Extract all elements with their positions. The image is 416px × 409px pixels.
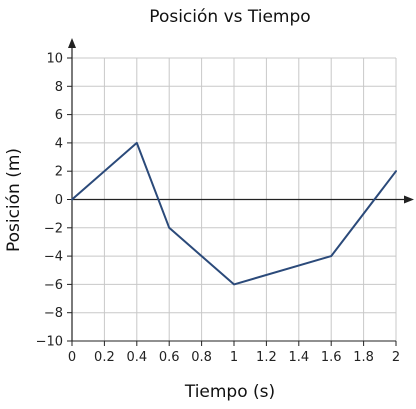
y-tick-label: 8 [55, 80, 63, 95]
x-tick-label: 0.4 [126, 350, 147, 365]
x-tick-label: 1.6 [321, 350, 342, 365]
y-tick-label: −10 [36, 335, 63, 350]
y-tick-label: −2 [44, 221, 63, 236]
x-tick-label: 0 [68, 350, 76, 365]
x-tick-label: 0.2 [94, 350, 115, 365]
x-tick-label: 1 [230, 350, 238, 365]
y-tick-label: 2 [55, 165, 63, 180]
x-tick-label: 0.8 [191, 350, 212, 365]
y-tick-label: 6 [55, 108, 63, 123]
y-tick-label: 0 [55, 193, 63, 208]
chart-title: Posición vs Tiempo [149, 7, 310, 27]
series-line [71, 141, 397, 286]
y-tick-label: −8 [44, 306, 63, 321]
tick-labels: 0 0.2 0.4 0.6 0.8 1 1.2 1.4 1.6 1.8 2 10 8 6 4 2 0 −2 −4 −6… [36, 52, 401, 366]
y-tick-label: 4 [55, 136, 63, 151]
x-tick-label: 2 [392, 350, 400, 365]
y-axis-arrow-icon [68, 38, 76, 48]
axes [67, 38, 414, 346]
y-tick-label: −4 [44, 250, 63, 265]
y-tick-label: 10 [46, 52, 63, 67]
x-tick-label: 0.6 [159, 350, 180, 365]
y-tick-label: −6 [44, 278, 63, 293]
x-tick-label: 1.8 [353, 350, 374, 365]
series [71, 141, 397, 286]
x-tick-label: 1.4 [288, 350, 309, 365]
y-axis-label: Posición (m) [4, 148, 24, 252]
x-axis-arrow-icon [404, 195, 414, 204]
x-tick-label: 1.2 [256, 350, 277, 365]
x-axis-label: Tiempo (s) [184, 382, 275, 402]
